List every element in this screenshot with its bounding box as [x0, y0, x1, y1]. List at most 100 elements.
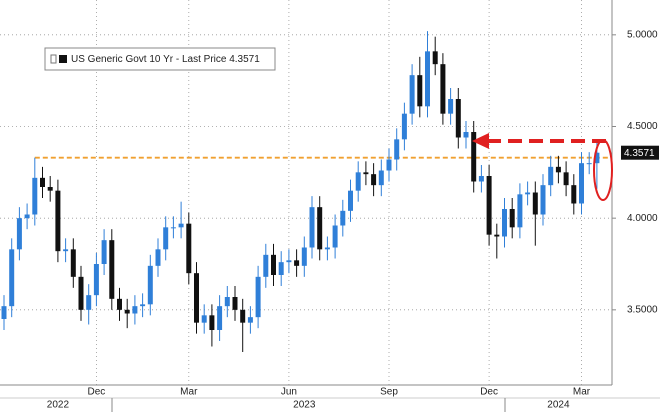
- candle-body: [355, 172, 361, 191]
- candle-body: [186, 223, 192, 274]
- candle-body: [509, 209, 515, 228]
- candle-body: [309, 207, 315, 248]
- candle-body: [140, 304, 146, 307]
- highlight-ellipse: [593, 139, 613, 201]
- candle-body: [9, 249, 15, 307]
- candle-body: [240, 309, 246, 323]
- candle-body: [132, 306, 138, 314]
- last-price-tag: [621, 145, 659, 160]
- y-tick-label: 3.5000: [627, 304, 658, 315]
- candle-body: [586, 163, 592, 165]
- candle-body: [409, 75, 415, 114]
- candle-body: [255, 276, 261, 318]
- year-label: 2023: [293, 400, 316, 411]
- year-label: 2022: [47, 400, 70, 411]
- candle-body: [494, 234, 500, 237]
- candle-body: [78, 276, 84, 310]
- candle-body: [194, 273, 199, 323]
- candle-body: [147, 265, 153, 305]
- candle-body: [517, 194, 523, 228]
- candle-body: [40, 177, 45, 187]
- plot: [1, 31, 612, 352]
- candle-body: [117, 298, 122, 310]
- candle-body: [155, 249, 161, 266]
- arrow-head: [472, 133, 489, 149]
- candle-body: [417, 75, 423, 107]
- candle-body: [571, 185, 577, 204]
- candle-body: [101, 240, 107, 264]
- candle-body: [232, 297, 238, 310]
- candle-body: [170, 227, 176, 229]
- candle-body: [463, 132, 469, 138]
- candle-body: [371, 174, 377, 186]
- candle-body: [32, 177, 38, 215]
- candle-body: [286, 260, 292, 263]
- candle-body: [324, 247, 330, 250]
- legend-box: [44, 47, 276, 71]
- candle-body: [63, 249, 69, 252]
- last-price-label: 4.3571: [624, 148, 655, 159]
- candle-body: [24, 214, 30, 219]
- candle-body: [332, 225, 338, 248]
- y-tick-label: 5.0000: [627, 29, 658, 40]
- x-tick-label: Jun: [281, 387, 297, 398]
- candle-body: [55, 190, 61, 252]
- y-tick-label: 4.0000: [627, 213, 658, 224]
- candle-body: [348, 190, 353, 211]
- candle-body: [247, 317, 253, 323]
- candle-body: [394, 139, 400, 160]
- candle-body: [532, 192, 538, 215]
- candle-body: [271, 254, 276, 275]
- x-tick-label: Dec: [88, 387, 106, 398]
- legend-swatch: [59, 55, 67, 63]
- candle-body: [86, 295, 92, 310]
- candle-body: [455, 99, 461, 138]
- annotation-arrow: [472, 133, 606, 149]
- candle-body: [448, 99, 454, 114]
- candle-body: [109, 240, 115, 299]
- candle-body: [386, 159, 392, 171]
- candle-body: [471, 132, 477, 182]
- candle-body: [201, 315, 207, 323]
- candle-body: [540, 185, 546, 215]
- x-tick-label: Mar: [180, 387, 198, 398]
- candle-body: [525, 192, 531, 195]
- candle-body: [555, 166, 561, 173]
- candle-body: [47, 187, 53, 191]
- candle-body: [432, 51, 438, 65]
- candle-body: [317, 207, 323, 250]
- candle-body: [294, 260, 300, 266]
- candle-body: [301, 247, 307, 266]
- candle-body: [478, 176, 484, 182]
- candle-body: [124, 309, 130, 314]
- candle-body: [502, 209, 507, 237]
- candle-body: [16, 218, 22, 250]
- candle-body: [178, 223, 184, 228]
- candle-body: [594, 152, 600, 164]
- candle-body: [486, 176, 492, 235]
- candle-body: [340, 210, 346, 226]
- legend-toggle: [50, 54, 57, 64]
- x-tick-label: Sep: [380, 387, 398, 398]
- candle-body: [378, 170, 384, 186]
- x-tick-label: Mar: [573, 387, 591, 398]
- candle-body: [224, 297, 230, 307]
- candle-body: [70, 249, 76, 277]
- y-tick-label: 4.5000: [627, 121, 658, 132]
- legend-label: US Generic Govt 10 Yr - Last Price 4.357…: [71, 54, 260, 65]
- x-tick-label: Dec: [480, 387, 498, 398]
- candle-body: [263, 254, 269, 277]
- candle-body: [579, 163, 584, 204]
- candle-body: [209, 315, 215, 330]
- candle-body: [563, 172, 569, 186]
- candle-body: [217, 306, 223, 330]
- candle-body: [401, 113, 407, 140]
- candle-body: [1, 306, 7, 319]
- candle-body: [440, 64, 446, 114]
- candle-body: [548, 166, 554, 186]
- candle-body: [278, 262, 284, 275]
- candle-body: [425, 51, 430, 107]
- candle-body: [93, 264, 99, 296]
- year-label: 2024: [547, 400, 570, 411]
